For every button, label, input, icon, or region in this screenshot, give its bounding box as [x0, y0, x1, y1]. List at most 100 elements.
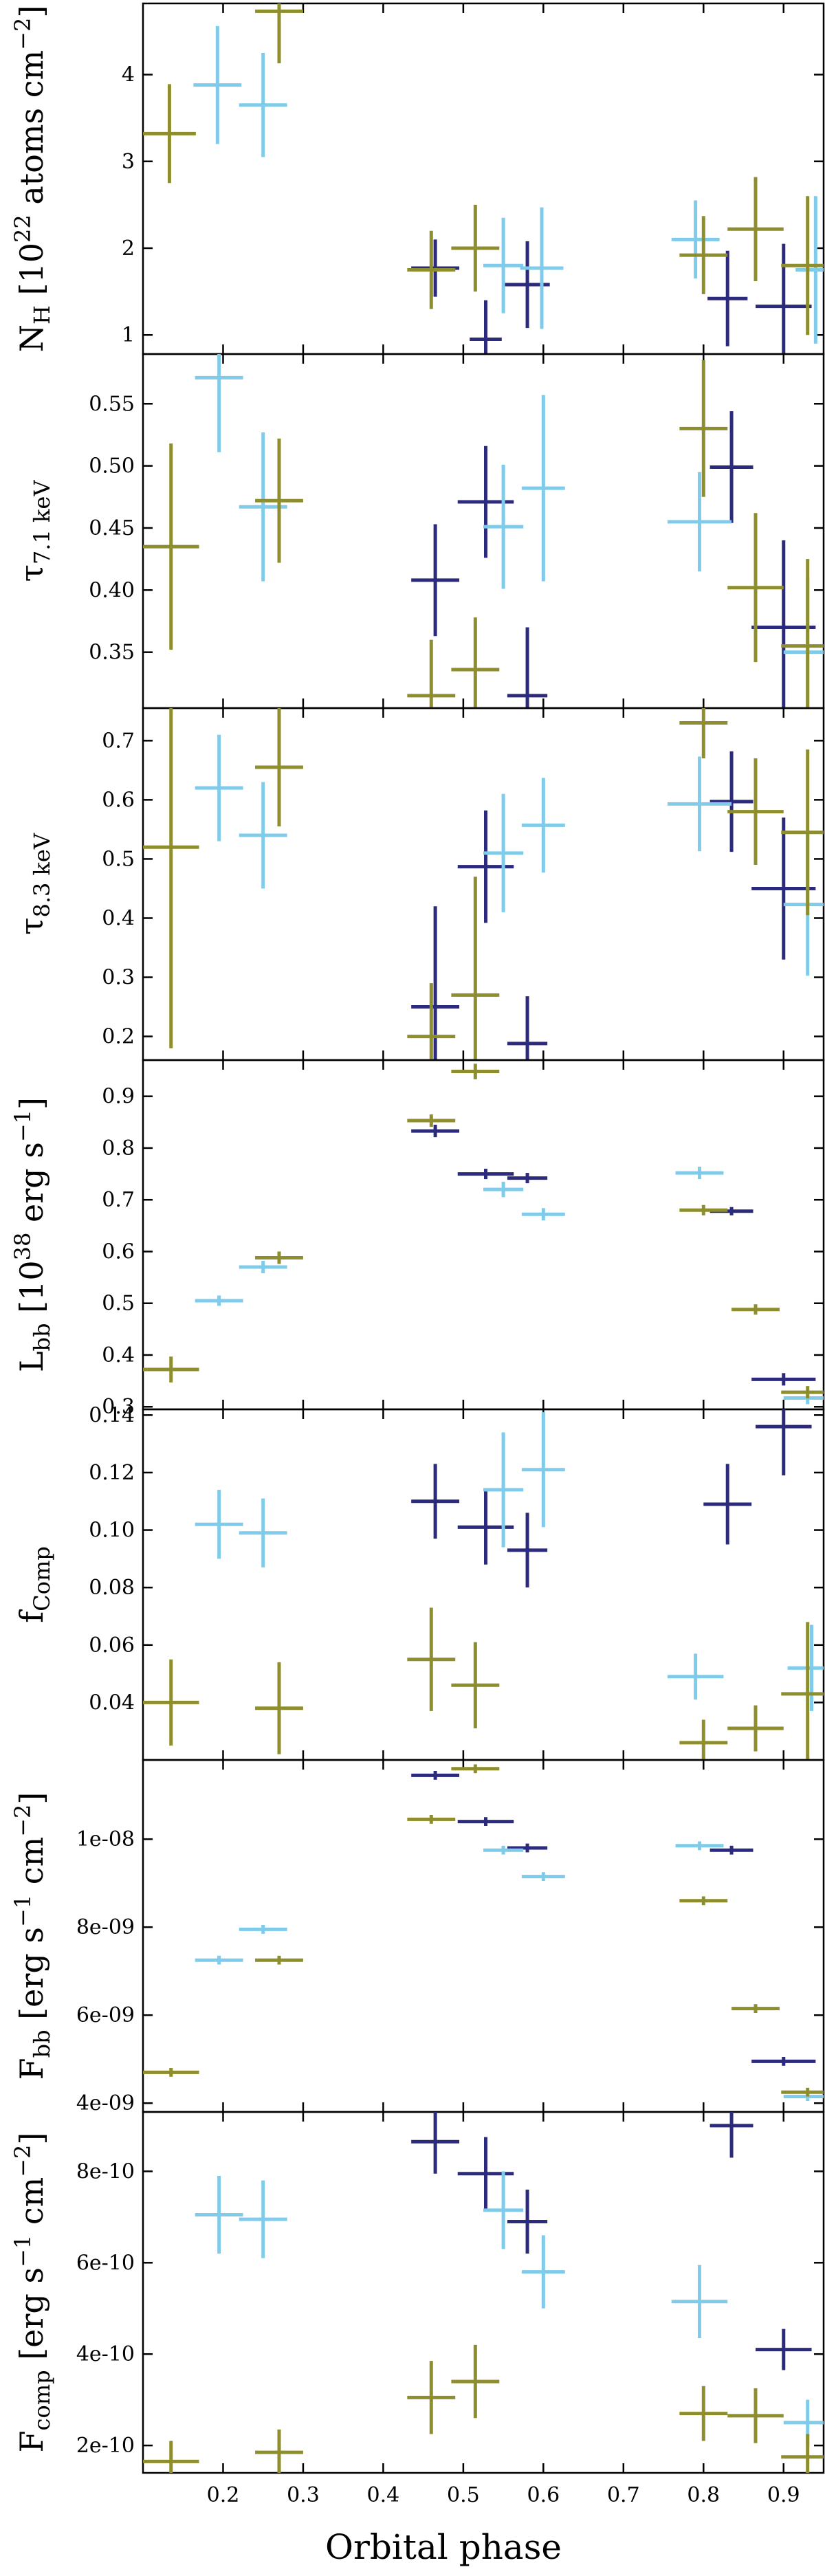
data-point-light-blue	[667, 756, 732, 852]
data-point-olive	[255, 3, 303, 64]
x-tick-label: 0.7	[607, 2483, 640, 2507]
data-point-dark-blue	[470, 300, 502, 354]
x-tick-label: 0.3	[287, 2483, 320, 2507]
data-point-olive	[143, 708, 199, 1048]
data-point-olive	[679, 1719, 728, 1760]
y-tick-label: 0.4	[102, 1343, 135, 1367]
y-tick-label: 0.8	[102, 1136, 135, 1160]
data-point-olive	[407, 983, 456, 1060]
data-point-light-blue	[483, 464, 524, 589]
y-tick-label: 0.2	[102, 1025, 135, 1049]
x-tick-label: 0.4	[367, 2483, 400, 2507]
y-tick-label: 0.35	[89, 641, 135, 665]
y-tick-label: 8e-09	[76, 1915, 135, 1939]
data-point-olive	[407, 1815, 456, 1824]
data-point-olive	[407, 230, 456, 309]
y-tick-label: 4	[122, 63, 135, 87]
panel-nh-ylabel: NH [1022 atoms cm−2]	[10, 5, 55, 353]
data-point-olive	[255, 1251, 303, 1264]
y-tick-label: 2	[122, 236, 135, 261]
panel-lbb: 0.3 0.4 0.5 0.6 0.7 0.8 0.9 Lbb [1038 erg s−1]	[10, 1059, 825, 1419]
data-point-olive	[143, 84, 196, 184]
data-point-olive	[255, 2429, 303, 2473]
data-point-olive	[255, 1955, 303, 1965]
panel-tau83-data	[143, 708, 824, 1060]
y-tick-label: 0.7	[102, 1188, 135, 1212]
data-point-olive	[255, 1662, 303, 1754]
data-point-dark-blue	[507, 1512, 548, 1588]
y-tick-label: 0.7	[102, 729, 135, 753]
panel-fcomp-ylabel: fComp	[13, 1546, 55, 1623]
panel-tau83-frame	[142, 707, 825, 1061]
panel-fcompflux-ylabel: Fcomp [erg s−1 cm−2]	[10, 2133, 55, 2453]
data-point-dark-blue	[457, 1817, 514, 1826]
data-point-light-blue	[667, 472, 732, 572]
y-tick-label: 0.10	[89, 1519, 135, 1543]
data-point-olive	[451, 877, 500, 1060]
y-tick-label: 6e-10	[76, 2251, 135, 2275]
data-point-dark-blue	[457, 810, 514, 923]
data-point-light-blue	[193, 25, 242, 144]
data-point-olive	[679, 1896, 728, 1906]
data-point-dark-blue	[411, 524, 460, 637]
data-point-olive	[407, 1607, 456, 1711]
panel-tau83: 0.2 0.3 0.4 0.5 0.6 0.7 τ8.3 keV	[13, 707, 825, 1061]
data-point-olive	[732, 1304, 780, 1315]
x-axis-label: Orbital phase	[325, 2527, 562, 2567]
data-point-olive	[143, 443, 199, 650]
panel-lbb-ylabel: Lbb [1038 erg s−1]	[10, 1097, 55, 1372]
data-point-olive	[781, 2434, 824, 2473]
y-tick-label: 8e-10	[76, 2159, 135, 2183]
data-point-olive	[781, 559, 824, 708]
y-tick-label: 0.4	[102, 906, 135, 930]
data-point-dark-blue	[710, 411, 754, 523]
data-point-light-blue	[795, 196, 824, 344]
data-point-dark-blue	[411, 1771, 460, 1780]
data-point-light-blue	[667, 1653, 724, 1700]
data-point-light-blue	[521, 1872, 565, 1881]
data-point-dark-blue	[507, 627, 548, 708]
data-point-dark-blue	[411, 1464, 460, 1539]
panel-fbb-frame	[142, 1759, 825, 2113]
panel-nh: 1 2 3 4 NH [1022 atoms cm−2]	[10, 2, 825, 355]
data-point-dark-blue	[457, 2137, 514, 2210]
y-tick-label: 0.45	[89, 516, 135, 540]
data-point-light-blue	[783, 577, 824, 708]
x-tick-label: 0.8	[687, 2483, 720, 2507]
y-tick-label: 4e-10	[76, 2342, 135, 2366]
data-point-dark-blue	[457, 445, 514, 558]
data-point-light-blue	[521, 395, 565, 582]
data-point-dark-blue	[751, 817, 816, 960]
data-point-light-blue	[675, 1841, 724, 1851]
panel-tau71-ylabel: τ7.1 keV	[13, 480, 55, 582]
data-point-olive	[143, 2441, 199, 2473]
data-point-dark-blue	[751, 2057, 816, 2066]
data-point-dark-blue	[756, 2329, 812, 2370]
data-point-olive	[255, 708, 303, 827]
panel-fcompflux: 2e-10 4e-10 6e-10 8e-10 Fcomp [erg s−1 cm−2]…	[10, 2111, 825, 2507]
data-point-light-blue	[521, 2235, 565, 2309]
panel-fcomp-data	[143, 1409, 824, 1760]
panel-lbb-frame	[142, 1059, 825, 1411]
data-point-olive	[727, 1705, 784, 1752]
y-tick-label: 0.55	[89, 392, 135, 416]
data-point-olive	[451, 617, 500, 708]
data-point-light-blue	[239, 1498, 287, 1567]
data-point-light-blue	[483, 217, 524, 313]
data-point-light-blue	[783, 833, 824, 976]
data-point-dark-blue	[507, 2189, 548, 2254]
data-point-light-blue	[483, 2171, 524, 2249]
data-point-light-blue	[239, 1925, 287, 1934]
data-point-light-blue	[239, 52, 287, 157]
data-point-dark-blue	[751, 540, 816, 708]
data-point-light-blue	[783, 2399, 824, 2446]
y-tick-label: 0.5	[102, 1292, 135, 1316]
data-point-olive	[781, 196, 824, 335]
data-point-dark-blue	[507, 1843, 548, 1853]
data-point-light-blue	[521, 778, 565, 873]
panel-fbb-ylabel: Fbb [erg s−1 cm−2]	[10, 1792, 55, 2080]
y-tick-label: 0.3	[102, 1395, 135, 1419]
panel-fcomp: 0.04 0.06 0.08 0.10 0.12 0.14 fComp	[13, 1403, 825, 1761]
